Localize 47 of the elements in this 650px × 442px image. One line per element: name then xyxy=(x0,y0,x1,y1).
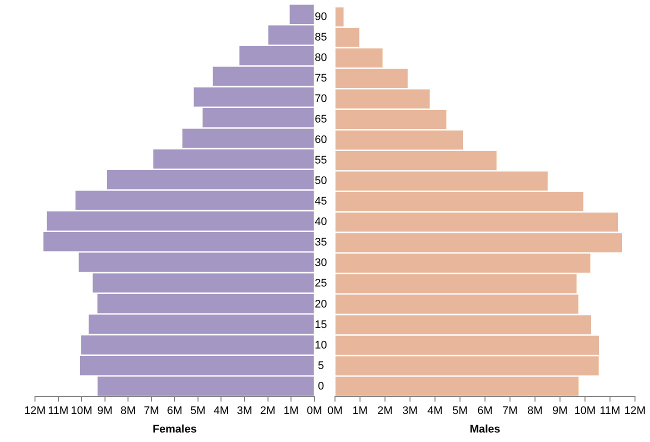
y-tick-label: 35 xyxy=(314,236,328,249)
y-tick-label: 85 xyxy=(314,31,328,44)
x-tick-label: 3M xyxy=(236,405,252,418)
y-tick-label: 25 xyxy=(314,278,328,290)
x-tick-label: 4M xyxy=(427,405,443,418)
y-tick-label: 55 xyxy=(314,154,328,167)
y-tick-label: 20 xyxy=(314,298,328,310)
y-tick-label: 10 xyxy=(314,339,328,352)
x-tick-label: 1M xyxy=(283,405,299,418)
y-tick-label: 90 xyxy=(314,10,328,23)
y-tick-label: 15 xyxy=(314,318,328,331)
x-tick-label: 9M xyxy=(552,405,568,418)
x-tick-label: 10M xyxy=(574,405,596,418)
y-tick-label: 45 xyxy=(314,196,328,208)
y-tick-label: 65 xyxy=(314,114,328,126)
x-tick-label: 5M xyxy=(190,405,206,418)
x-tick-label: 12M xyxy=(624,405,646,418)
x-tick-label: 2M xyxy=(377,405,393,418)
y-tick-label: 50 xyxy=(314,175,328,188)
x-tick-label: 0M xyxy=(306,405,322,418)
x-tick-label: 6M xyxy=(477,405,493,418)
x-axis-title: Males xyxy=(470,423,500,436)
x-tick-label: 9M xyxy=(97,405,112,418)
y-tick-label: 75 xyxy=(314,72,328,84)
y-tick-label: 30 xyxy=(314,257,328,270)
x-axis-title: Females xyxy=(152,423,197,436)
x-tick-label: 3M xyxy=(402,405,418,418)
x-tick-label: 10M xyxy=(70,405,92,418)
x-tick-label: 7M xyxy=(144,405,160,418)
x-tick-label: 8M xyxy=(527,405,543,418)
x-tick-label: 2M xyxy=(260,405,276,418)
y-tick-label: 70 xyxy=(314,93,328,105)
x-tick-label: 8M xyxy=(120,405,136,418)
y-tick-label: 5 xyxy=(318,360,324,372)
y-tick-label: 40 xyxy=(314,216,328,228)
y-tick-label: 0 xyxy=(318,380,324,392)
x-tick-label: 6M xyxy=(167,405,182,418)
x-tick-label: 5M xyxy=(452,405,468,418)
y-tick-label: 60 xyxy=(314,134,328,146)
x-tick-label: 11M xyxy=(600,405,620,418)
x-tick-label: 0M xyxy=(327,405,343,418)
x-tick-label: 11M xyxy=(48,405,69,418)
x-tick-label: 7M xyxy=(502,405,518,418)
x-tick-label: 1M xyxy=(352,405,368,418)
y-tick-label: 80 xyxy=(314,52,328,64)
x-tick-label: 12M xyxy=(24,405,46,418)
x-tick-label: 4M xyxy=(214,405,229,418)
